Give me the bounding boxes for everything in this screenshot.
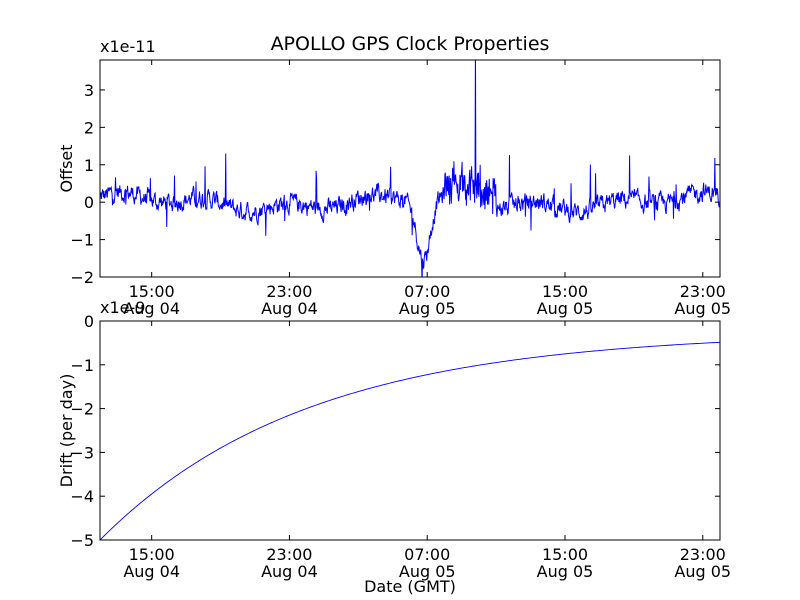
y-tick-label: 0 — [84, 312, 94, 331]
axis-multiplier: x1e-11 — [100, 37, 156, 56]
x-tick-label-date: Aug 04 — [261, 299, 318, 318]
y-tick-label: 2 — [84, 118, 94, 137]
y-axis-label: Offset — [57, 144, 76, 192]
x-tick-label-date: Aug 05 — [537, 299, 594, 318]
y-tick-label: 1 — [84, 156, 94, 175]
plot-frame — [99, 59, 721, 278]
x-tick-label-time: 23:00 — [266, 545, 312, 564]
x-axis-label: Date (GMT) — [364, 577, 456, 596]
x-tick-label-time: 23:00 — [680, 282, 726, 301]
x-tick-label-time: 15:00 — [129, 282, 175, 301]
x-tick-label-time: 15:00 — [542, 282, 588, 301]
x-tick-label-time: 23:00 — [680, 545, 726, 564]
x-tick-label-time: 15:00 — [129, 545, 175, 564]
y-tick-label: −5 — [70, 531, 94, 550]
x-tick-label-date: Aug 05 — [399, 562, 456, 581]
offset-series-line — [100, 60, 720, 277]
x-tick-label-date: Aug 04 — [261, 562, 318, 581]
y-tick-label: −3 — [70, 443, 94, 462]
y-tick-label: 3 — [84, 81, 94, 100]
x-tick-label-date: Aug 05 — [399, 299, 456, 318]
x-tick-label-date: Aug 05 — [674, 299, 731, 318]
x-tick-label-date: Aug 05 — [537, 562, 594, 581]
x-tick-label-time: 15:00 — [542, 545, 588, 564]
y-axis-label: Drift (per day) — [57, 374, 76, 488]
y-tick-label: −4 — [70, 487, 94, 506]
x-tick-label-time: 23:00 — [266, 282, 312, 301]
drift-series-line — [100, 341, 720, 540]
y-tick-label: −1 — [70, 356, 94, 375]
y-tick-label: 0 — [84, 193, 94, 212]
chart-title: APOLLO GPS Clock Properties — [271, 33, 550, 55]
axis-multiplier: x1e-9 — [100, 298, 145, 317]
plot-frame — [99, 320, 721, 541]
x-tick-label-time: 07:00 — [404, 545, 450, 564]
x-tick-label-time: 07:00 — [404, 282, 450, 301]
x-tick-label-date: Aug 04 — [123, 299, 180, 318]
y-tick-label: −2 — [70, 268, 94, 287]
x-tick-label-date: Aug 04 — [123, 562, 180, 581]
y-tick-label: −1 — [70, 231, 94, 250]
y-tick-label: −2 — [70, 400, 94, 419]
x-tick-label-date: Aug 05 — [674, 562, 731, 581]
